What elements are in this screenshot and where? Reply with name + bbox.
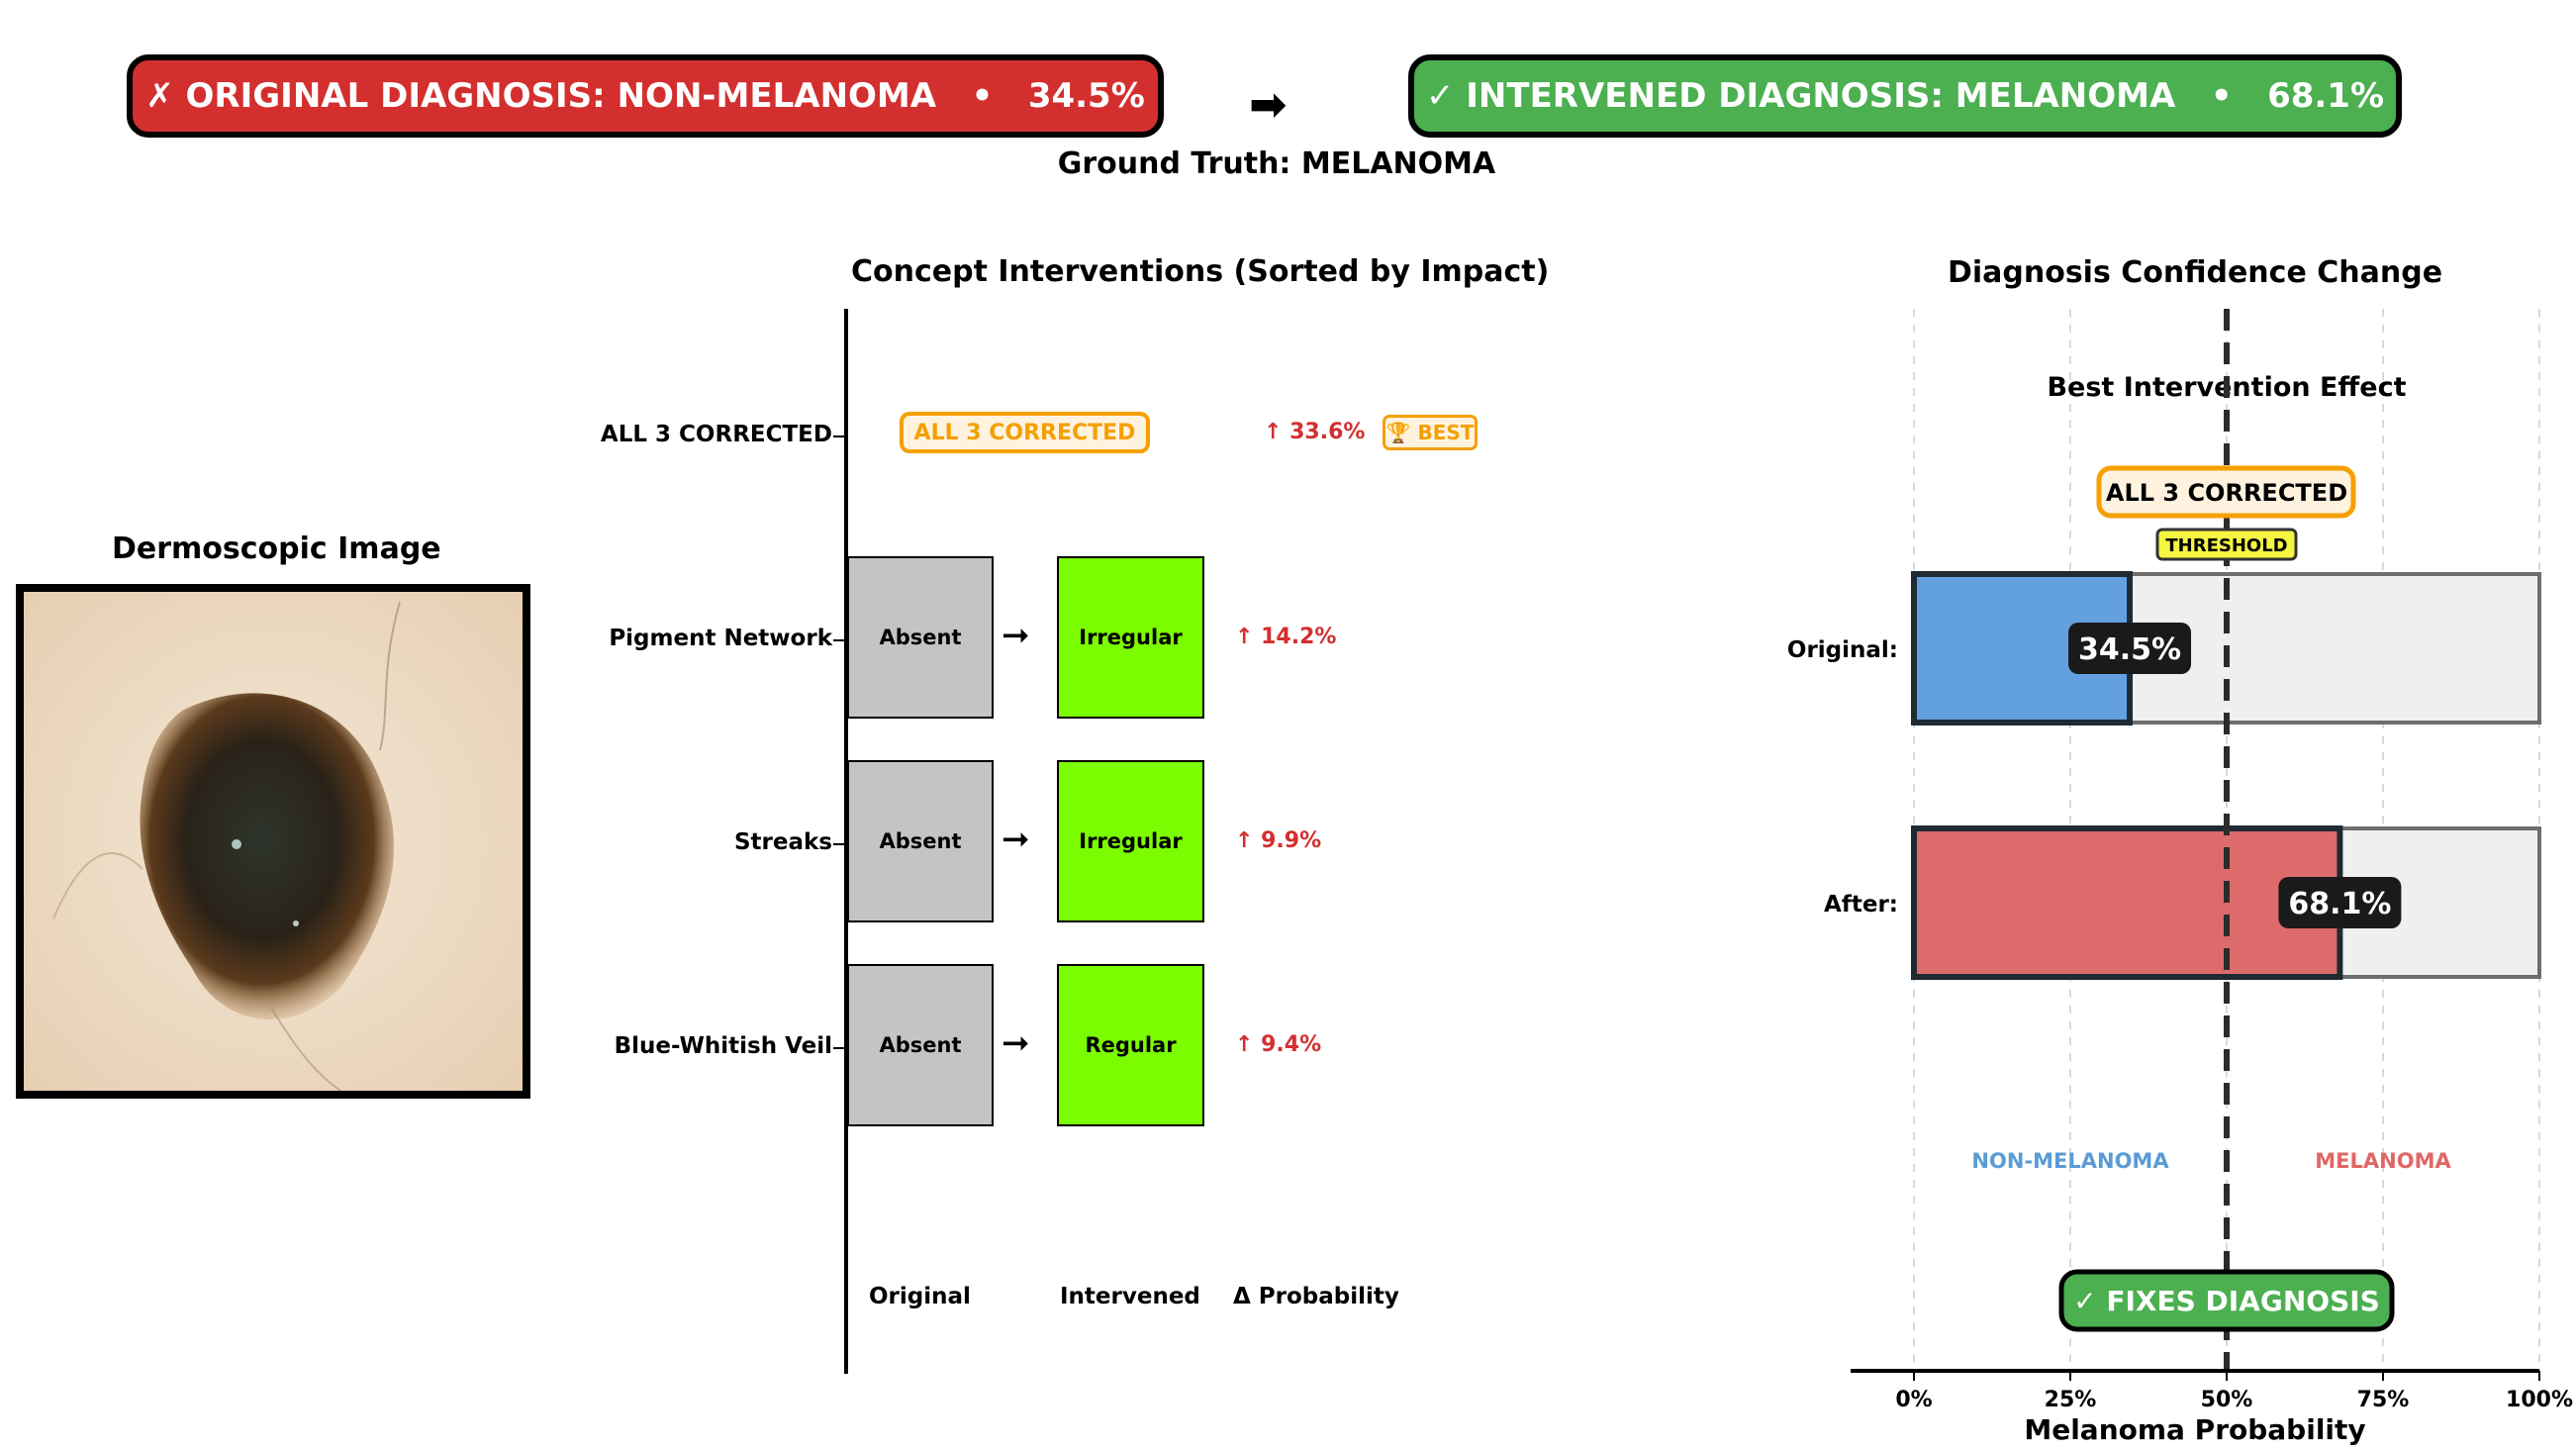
bar-value-badge — [2068, 623, 2192, 674]
axis-tick — [833, 843, 844, 845]
ground-truth-label: Ground Truth: MELANOMA — [1057, 146, 1496, 181]
arrow-right-icon: ➞ — [1002, 616, 1030, 655]
delta-pigment-network: ↑ 14.2% — [1235, 625, 1337, 649]
result-badge — [2058, 1269, 2395, 1332]
column-label-intervened: Intervened — [1060, 1284, 1200, 1309]
bar — [1911, 571, 2134, 726]
bar-category-label: After: — [1824, 892, 1898, 918]
arrow-right-icon: ➞ — [1002, 1023, 1030, 1063]
row-label-pigment-network: Pigment Network — [609, 626, 832, 651]
chart-subtitle: Best Intervention Effect — [2047, 372, 2406, 403]
row-label-all-3: ALL 3 CORRECTED — [600, 422, 832, 447]
best-badge: 🏆 BEST — [1383, 415, 1478, 450]
chart-x-axis: 0% 25% 50% 75% 100% Melanoma Probability — [1851, 1369, 2573, 1446]
original-value-blue-whitish-veil: Absent — [847, 964, 994, 1126]
arrow-right-icon: ➡ — [1249, 77, 1288, 131]
lesion-illustration — [24, 592, 523, 1091]
chart-bars: Original: 34.5% After: 68.1% — [1787, 571, 2541, 980]
image-panel-title: Dermoscopic Image — [112, 532, 441, 566]
original-value-pigment-network: Absent — [847, 556, 994, 719]
bar-background — [1912, 572, 2541, 725]
axis-tick — [833, 435, 844, 437]
x-tick-label: 75% — [2357, 1388, 2410, 1412]
row-label-streaks: Streaks — [733, 829, 832, 855]
chart-overlay: Diagnosis Confidence Change Best Interven… — [1948, 255, 2451, 1371]
annotation-tag — [2096, 465, 2356, 519]
dermoscopic-image — [16, 584, 530, 1099]
axis-tick — [833, 1047, 844, 1049]
all-3-corrected-tag: ALL 3 CORRECTED — [900, 412, 1150, 453]
delta-streaks: ↑ 9.9% — [1235, 828, 1322, 853]
row-label-blue-whitish-veil: Blue-Whitish Veil — [614, 1033, 832, 1059]
arrow-right-icon: ➞ — [1002, 820, 1030, 859]
chart-grid — [1913, 309, 2540, 1371]
bar-category-label: Original: — [1787, 637, 1898, 663]
delta-blue-whitish-veil: ↑ 9.4% — [1235, 1032, 1322, 1057]
x-axis-label: Melanoma Probability — [2024, 1413, 2365, 1446]
column-label-delta: Δ Probability — [1233, 1284, 1399, 1309]
x-tick-label: 50% — [2201, 1388, 2253, 1412]
intervened-value-pigment-network: Irregular — [1057, 556, 1204, 719]
chart-title: Diagnosis Confidence Change — [1948, 255, 2442, 290]
annotation-text: ALL 3 CORRECTED — [2106, 479, 2347, 507]
bar-value-badge — [2278, 877, 2402, 928]
bar — [1911, 825, 2343, 980]
bar-background — [1912, 826, 2541, 979]
original-value-streaks: Absent — [847, 760, 994, 922]
column-label-original: Original — [869, 1284, 971, 1309]
result-badge-text: ✓ FIXES DIAGNOSIS — [2073, 1285, 2380, 1317]
bar-value-label: 34.5% — [2078, 632, 2181, 667]
concepts-panel-title: Concept Interventions (Sorted by Impact) — [851, 254, 1550, 289]
x-tick-label: 100% — [2506, 1388, 2573, 1412]
bar-value-label: 68.1% — [2288, 887, 2391, 921]
threshold-label: THRESHOLD — [2165, 535, 2287, 556]
intervened-diagnosis-banner: ✓ INTERVENED DIAGNOSIS: MELANOMA • 68.1% — [1408, 54, 2402, 138]
concepts-axis — [844, 309, 848, 1374]
region-label: MELANOMA — [2315, 1149, 2451, 1173]
x-tick-label: 0% — [1895, 1388, 1932, 1412]
delta-all-3: ↑ 33.6% — [1264, 420, 1366, 444]
threshold-badge — [2155, 528, 2298, 561]
original-diagnosis-banner: ✗ ORIGINAL DIAGNOSIS: NON-MELANOMA • 34.… — [127, 54, 1164, 138]
intervened-value-streaks: Irregular — [1057, 760, 1204, 922]
x-tick-label: 25% — [2045, 1388, 2097, 1412]
region-label: NON-MELANOMA — [1971, 1149, 2169, 1173]
axis-tick — [833, 639, 844, 641]
intervened-value-blue-whitish-veil: Regular — [1057, 964, 1204, 1126]
